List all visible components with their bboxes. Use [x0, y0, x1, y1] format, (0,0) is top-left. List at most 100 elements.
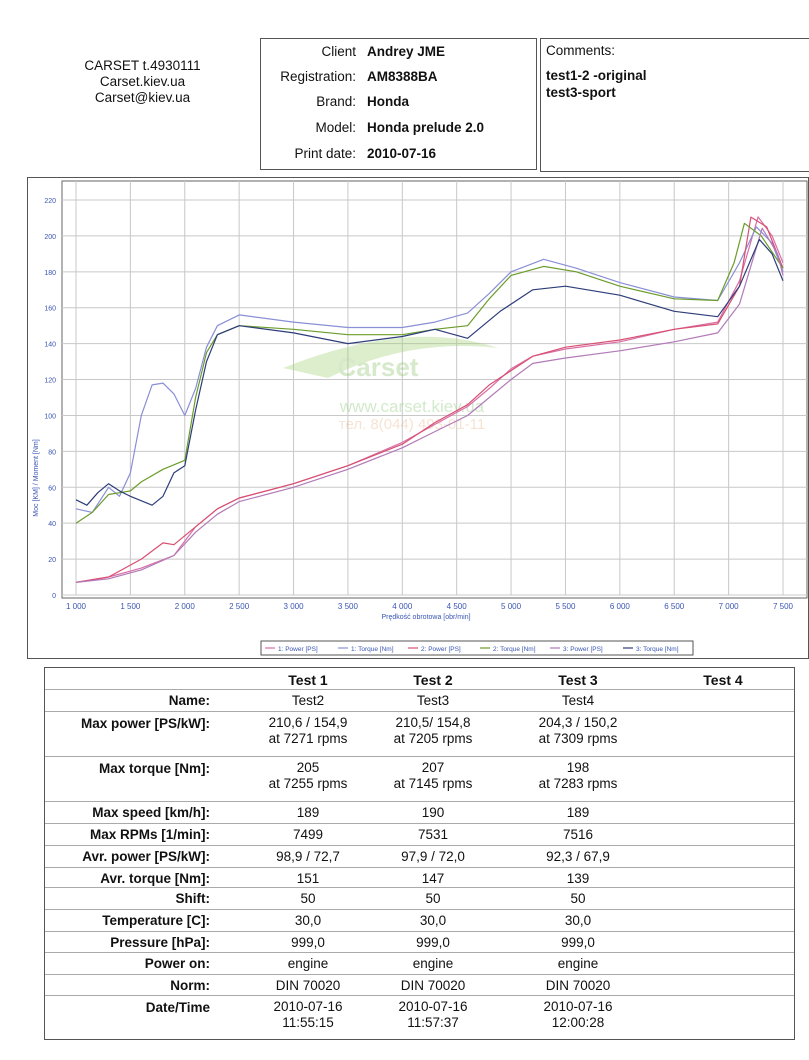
- x-tick-label: 6 500: [664, 602, 685, 611]
- vehicle-row-print-date: Print date: 2010-07-16: [261, 143, 536, 165]
- y-tick-label: 200: [44, 234, 56, 241]
- series-line-3: [75, 216, 784, 583]
- series-line-2: [75, 226, 784, 513]
- legend-box: [260, 640, 694, 656]
- table-row: Max RPMs [1/min]: 7499 7531 7516: [45, 823, 794, 846]
- table-cell: 2010-07-16 12:00:28: [543, 999, 613, 1030]
- table-cell: 7531: [417, 827, 449, 842]
- vehicle-label: Client: [321, 44, 356, 59]
- x-tick-label: 5 500: [555, 602, 576, 611]
- x-tick-label: 6 000: [610, 602, 631, 611]
- table-cell: 147: [421, 871, 445, 886]
- row-label: Power on:: [144, 956, 210, 971]
- table-cell: 30,0: [419, 913, 447, 928]
- y-tick-label: 80: [48, 449, 56, 456]
- chart-legend: 1: Power [PS] 1: Torque [Nm] 2: Power [PS]…: [260, 640, 694, 656]
- x-tick-label: 7 000: [719, 602, 740, 611]
- table-cell: 50: [570, 891, 586, 906]
- table-cell: 92,3 / 67,9: [546, 849, 610, 864]
- table-row: Shift: 50 50 50: [45, 887, 794, 910]
- watermark-swoosh-icon: [283, 336, 498, 378]
- y-tick-label: 220: [44, 198, 56, 205]
- y-tick-label: 180: [44, 270, 56, 277]
- table-cell: DIN 70020: [545, 978, 611, 993]
- watermark-phone: тел. 8(044) 493-01-11: [339, 416, 485, 433]
- row-label: Max torque [Nm]:: [99, 761, 210, 776]
- vehicle-value: Honda prelude 2.0: [367, 120, 485, 135]
- table-cell: 7516: [562, 827, 594, 842]
- series-line-4: [75, 222, 784, 524]
- company-info: CARSET t.4930111 Carset.kiev.ua Carset@k…: [60, 58, 225, 106]
- chart-axes: 1 000 1 500 2 000 2 500 3 000 3 500 4 000 4 500…: [44, 198, 793, 611]
- row-label: Temperature [C]:: [102, 913, 210, 928]
- plot-frame: [61, 180, 808, 599]
- company-website: Carset.kiev.ua: [99, 74, 186, 89]
- y-tick-label: 40: [48, 521, 56, 528]
- row-label: Shift:: [175, 891, 211, 906]
- dyno-chart: Carset www.carset.kiev.ua тел. 8(044) 49…: [27, 177, 809, 659]
- y-axis-label: Moc [KM] / Moment [Nm]: [33, 439, 40, 516]
- table-cell: 30,0: [564, 913, 592, 928]
- vehicle-value: 2010-07-16: [367, 146, 437, 161]
- legend-entry: 3: Torque [Nm]: [636, 646, 679, 653]
- vehicle-row-registration: Registration: AM8388BA: [261, 66, 536, 88]
- table-row: Name: Test2 Test3 Test4: [45, 689, 794, 712]
- watermark-url: www.carset.kiev.ua: [339, 397, 485, 416]
- vehicle-row-brand: Brand: Honda: [261, 91, 536, 113]
- table-row: Max torque [Nm]: 205 at 7255 rpms 207 at 714…: [45, 756, 794, 802]
- vehicle-value: Honda: [367, 94, 409, 109]
- table-cell: Test2: [291, 693, 325, 708]
- legend-entry: 1: Power [PS]: [278, 646, 318, 653]
- table-cell: 999,0: [291, 935, 325, 950]
- table-cell: 139: [566, 871, 590, 886]
- x-tick-label: 3 500: [338, 602, 359, 611]
- y-tick-label: 0: [52, 593, 56, 600]
- table-cell: 999,0: [416, 935, 450, 950]
- row-label: Max power [PS/kW]:: [80, 716, 210, 731]
- table-cell: 98,9 / 72,7: [276, 849, 340, 864]
- table-row: Max speed [km/h]: 189 190 189: [45, 801, 794, 824]
- table-cell: 999,0: [561, 935, 595, 950]
- vehicle-info-box: Client Andrey JME Registration: AM8388BA…: [260, 38, 537, 170]
- table-cell: 30,0: [294, 913, 322, 928]
- table-cell: Test3: [416, 693, 450, 708]
- table-cell: 2010-07-16 11:57:37: [398, 999, 468, 1030]
- watermark: Carset www.carset.kiev.ua тел. 8(044) 49…: [283, 336, 498, 433]
- table-cell: 210,6 / 154,9 at 7271 rpms: [268, 715, 348, 746]
- results-table: Test 1 Test 2 Test 3 Test 4 Name: Test2 Test3 T…: [44, 667, 795, 1040]
- vehicle-label: Brand:: [316, 94, 356, 109]
- table-cell: 189: [566, 805, 590, 820]
- table-row: Max power [PS/kW]: 210,6 / 154,9 at 7271 r…: [45, 711, 794, 757]
- series-line-6: [75, 238, 784, 506]
- x-tick-label: 5 000: [501, 602, 522, 611]
- x-axis-label: Prędkość obrotowa [obr/min]: [381, 614, 470, 621]
- row-label: Norm:: [170, 978, 210, 993]
- x-tick-label: 7 500: [773, 602, 794, 611]
- vehicle-label: Print date:: [294, 146, 356, 161]
- table-cell: 50: [425, 891, 441, 906]
- table-cell: 189: [296, 805, 320, 820]
- row-label: Max RPMs [1/min]:: [89, 827, 210, 842]
- x-tick-label: 3 000: [284, 602, 305, 611]
- column-header: Test 4: [703, 672, 743, 688]
- x-tick-label: 4 500: [447, 602, 468, 611]
- vehicle-value: Andrey JME: [367, 44, 446, 59]
- table-cell: 207 at 7145 rpms: [393, 760, 473, 791]
- y-tick-label: 60: [48, 485, 56, 492]
- table-row: Power on: engine engine engine: [45, 952, 794, 975]
- table-cell: DIN 70020: [275, 978, 341, 993]
- series-line-5: [75, 227, 784, 583]
- legend-entry: 3: Power [PS]: [563, 646, 603, 653]
- table-cell: 190: [421, 805, 445, 820]
- column-header: Test 3: [558, 672, 598, 688]
- table-cell: engine: [287, 956, 329, 971]
- row-label: Avr. power [PS/kW]:: [82, 849, 210, 864]
- table-row: Avr. torque [Nm]: 151 147 139: [45, 867, 794, 888]
- table-row: Avr. power [PS/kW]: 98,9 / 72,7 97,9 / 72,…: [45, 845, 794, 868]
- legend-entry: 1: Torque [Nm]: [351, 646, 394, 653]
- table-cell: 210,5/ 154,8 at 7205 rpms: [393, 715, 473, 746]
- vehicle-label: Registration:: [280, 69, 356, 84]
- row-label: Max speed [km/h]:: [92, 805, 210, 820]
- comment-line: test1-2 -original: [546, 68, 647, 83]
- comments-header: Comments:: [546, 43, 616, 58]
